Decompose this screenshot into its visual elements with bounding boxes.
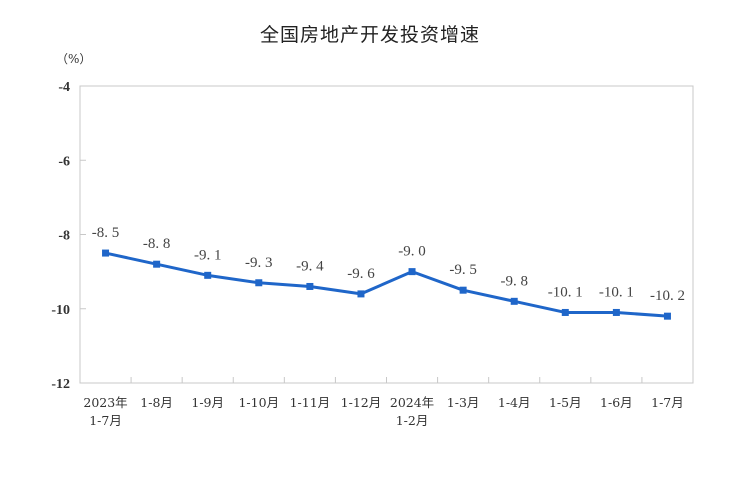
data-point-marker — [459, 286, 467, 294]
y-axis-unit-label: （%） — [56, 52, 92, 66]
data-label: -10. 2 — [650, 288, 685, 304]
x-tick-label: 1-6月 — [600, 395, 633, 410]
y-tick-label: -6 — [58, 154, 70, 169]
y-tick-label: -10 — [51, 303, 70, 318]
x-tick-label: 1-7月 — [89, 413, 122, 428]
chart-title: 全国房地产开发投资增速 — [259, 24, 480, 46]
data-label: -9. 1 — [194, 247, 222, 263]
data-point-marker — [255, 279, 263, 287]
data-label: -9. 3 — [245, 255, 273, 271]
x-tick-label: 1-8月 — [140, 395, 173, 410]
data-label: -9. 4 — [296, 258, 324, 274]
data-label: -10. 1 — [548, 284, 583, 300]
data-point-marker — [102, 249, 110, 257]
x-tick-label: 1-12月 — [341, 395, 382, 410]
x-tick-label: 1-3月 — [447, 395, 480, 410]
data-label: -8. 8 — [143, 236, 171, 252]
data-label: -8. 5 — [92, 225, 120, 241]
series-line — [105, 251, 668, 318]
x-tick-label: 1-4月 — [498, 395, 531, 410]
x-tick-label: 1-2月 — [396, 413, 429, 428]
plot-area-frame — [79, 85, 694, 384]
data-point-marker — [510, 297, 518, 305]
data-point-marker — [357, 290, 365, 298]
data-point-marker — [561, 308, 569, 316]
data-label: -9. 8 — [500, 273, 528, 289]
y-tick-label: -4 — [58, 80, 70, 95]
x-tick-label: 1-9月 — [191, 395, 224, 410]
x-tick-label: 1-5月 — [549, 395, 582, 410]
data-point-marker — [306, 282, 314, 290]
y-tick-label: -8 — [58, 229, 70, 244]
data-label: -9. 0 — [398, 244, 426, 260]
data-point-marker — [408, 268, 416, 276]
data-label: -9. 5 — [449, 262, 477, 278]
data-point-marker — [204, 271, 212, 279]
y-tick-label: -12 — [51, 377, 70, 392]
data-label: -10. 1 — [599, 284, 634, 300]
x-tick-label: 1-11月 — [290, 395, 331, 410]
data-point-marker — [612, 308, 620, 316]
data-point-marker — [663, 312, 671, 320]
x-tick-label: 1-7月 — [651, 395, 684, 410]
data-label: -9. 6 — [347, 266, 375, 282]
data-point-marker — [153, 260, 161, 268]
x-tick-label: 2024年 — [390, 395, 434, 410]
x-tick-label: 1-10月 — [238, 395, 279, 410]
x-tick-label: 2023年 — [83, 395, 127, 410]
